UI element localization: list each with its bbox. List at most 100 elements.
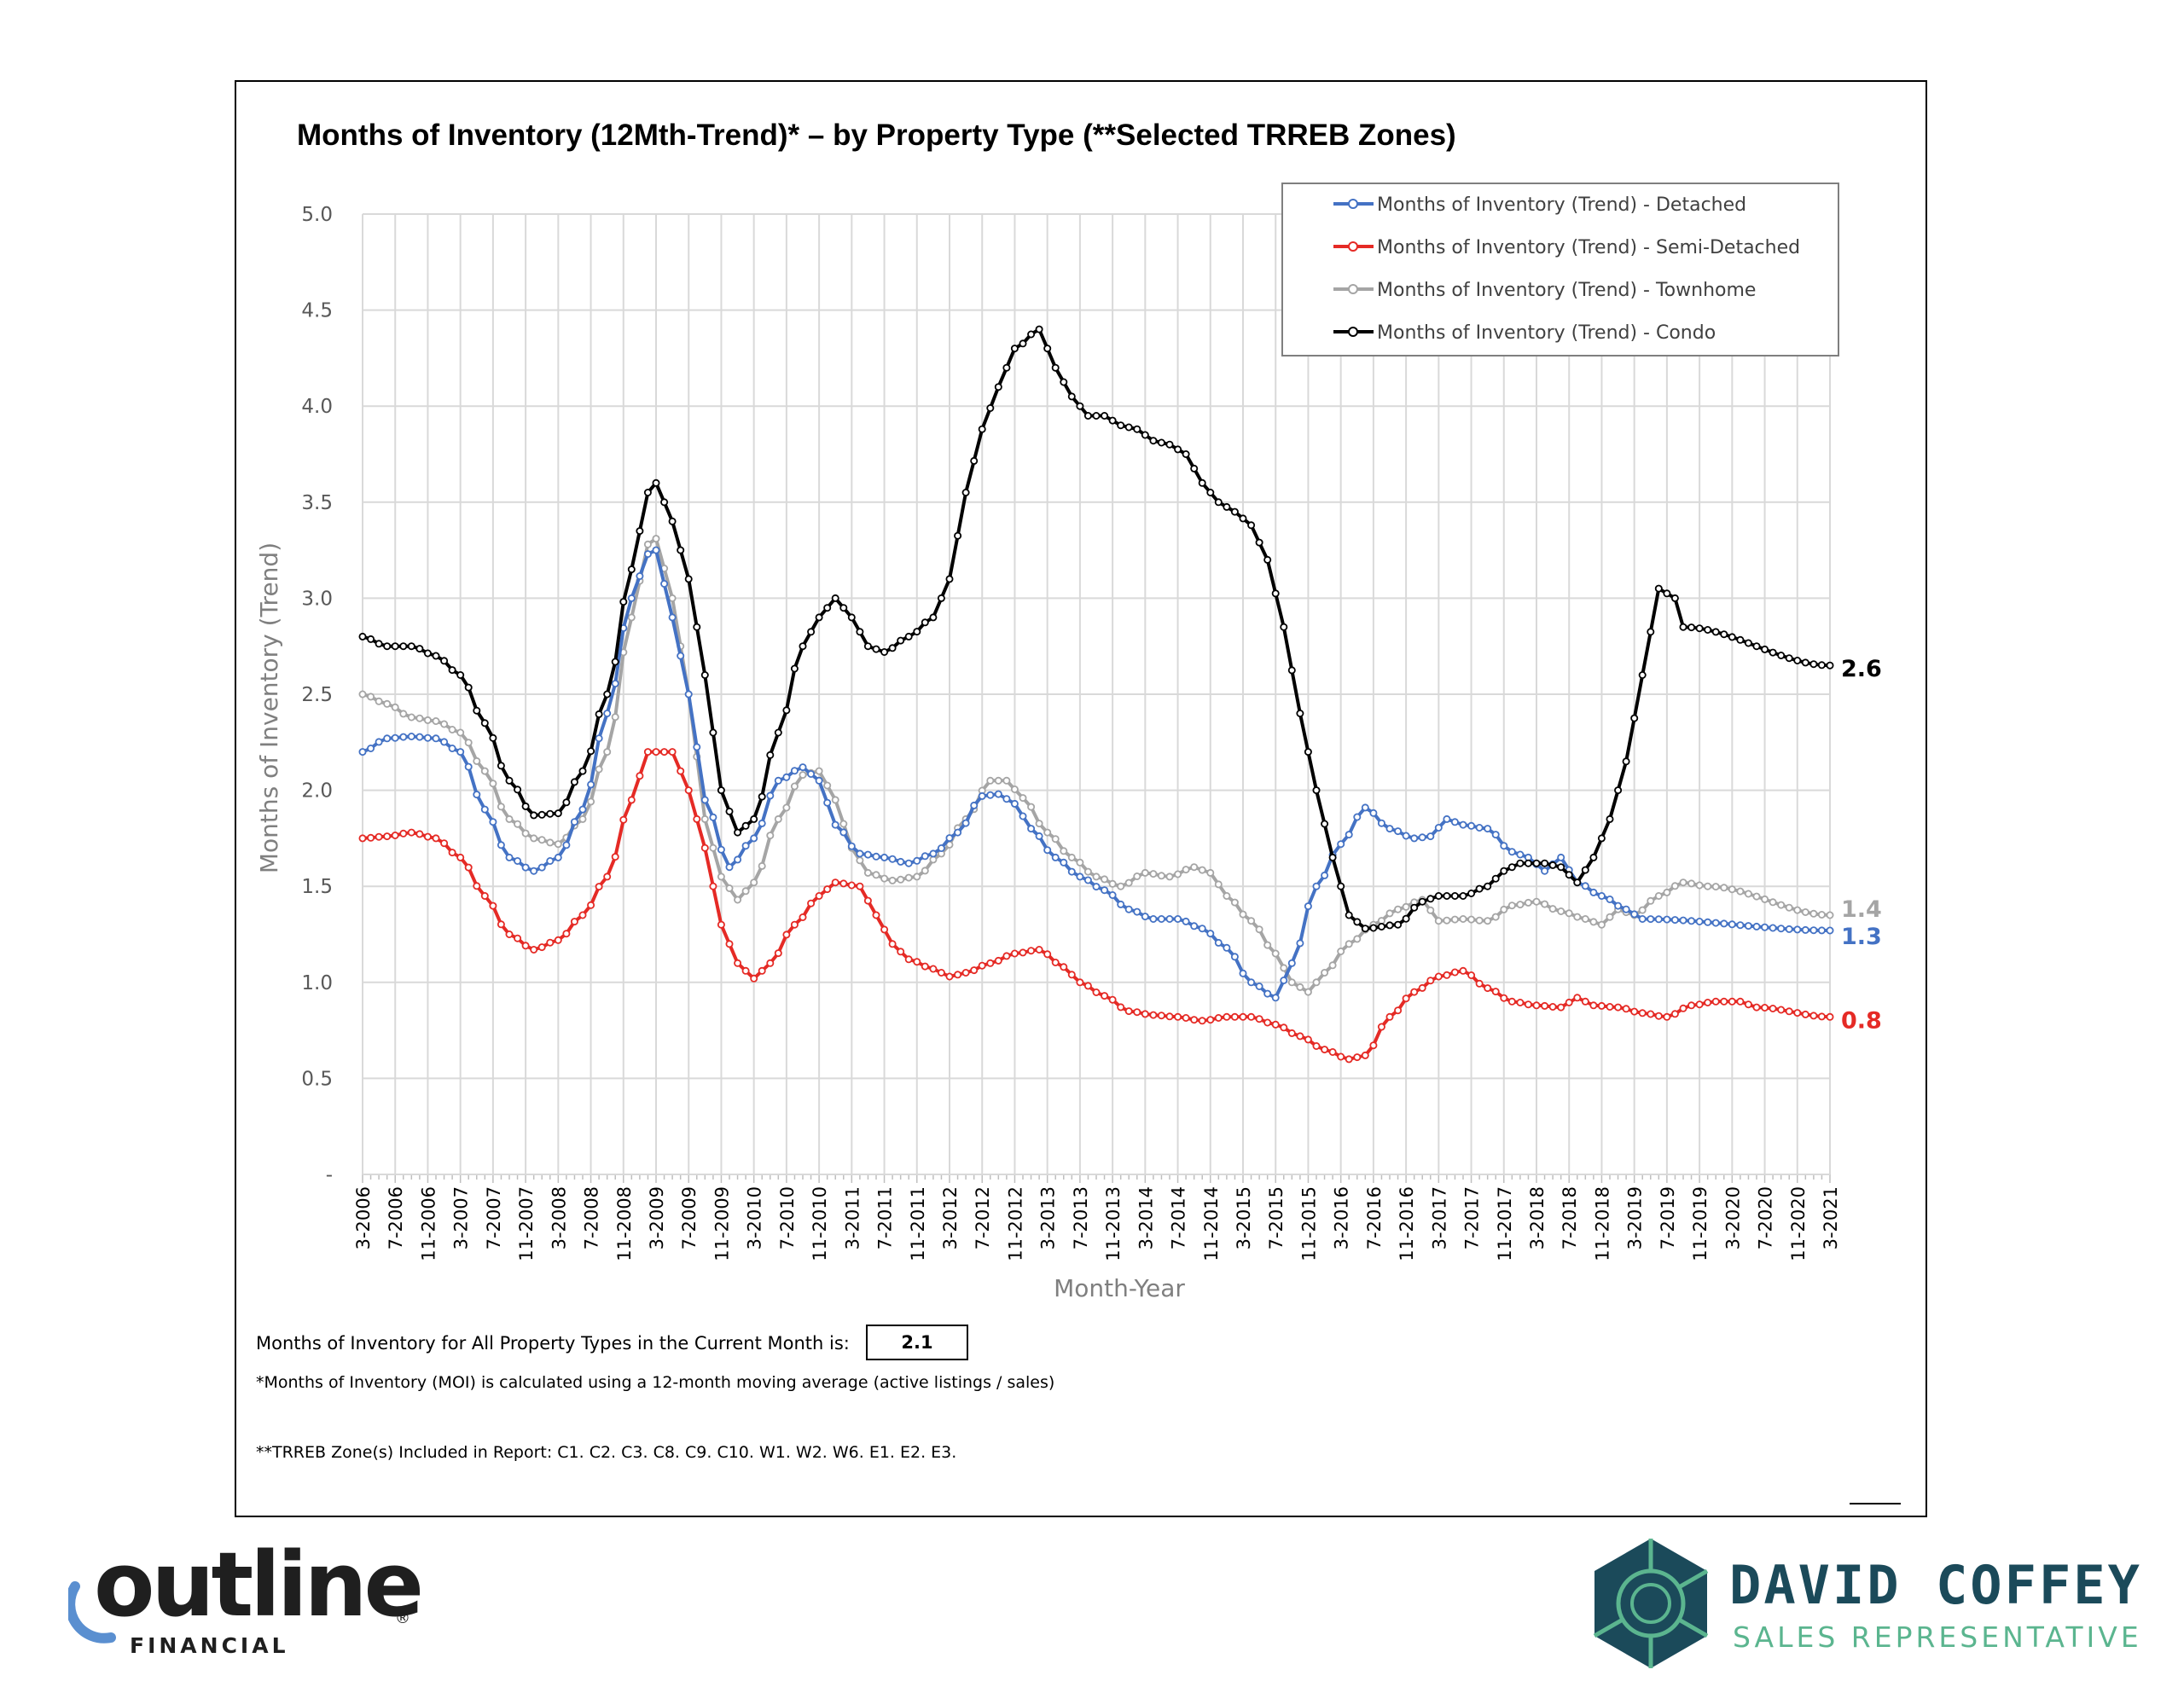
series-2 (358, 535, 1834, 996)
data-point (537, 943, 546, 952)
data-point (823, 604, 832, 612)
data-point (391, 703, 399, 711)
data-point (1410, 903, 1419, 912)
data-point (913, 872, 921, 881)
data-point (619, 598, 628, 606)
data-point (489, 733, 497, 742)
data-point (521, 863, 530, 872)
data-point (407, 713, 415, 722)
data-point (595, 710, 603, 718)
data-point (839, 604, 848, 612)
data-point (1010, 799, 1019, 808)
data-point (904, 955, 913, 964)
data-point (807, 628, 816, 636)
data-point (888, 855, 897, 863)
data-point (1361, 1051, 1369, 1059)
data-point (1589, 853, 1598, 861)
data-point (1247, 917, 1256, 925)
data-point (1280, 964, 1288, 972)
data-point (1337, 840, 1345, 849)
data-point (1345, 1055, 1353, 1064)
data-point (464, 762, 473, 771)
data-point (1450, 818, 1459, 826)
data-point (921, 618, 929, 627)
data-point (375, 738, 383, 746)
data-point (1744, 1000, 1752, 1009)
data-point (1377, 1023, 1385, 1031)
data-point (1141, 431, 1149, 439)
data-point (505, 815, 514, 823)
data-point (497, 920, 505, 929)
data-point (1067, 853, 1076, 861)
x-tick-label: 11-2020 (1788, 1186, 1809, 1261)
data-point (1704, 626, 1712, 635)
data-point (790, 664, 799, 673)
data-point (921, 852, 929, 861)
data-point (537, 810, 546, 819)
data-point (1777, 1006, 1786, 1014)
data-point (1695, 881, 1704, 890)
outline-swoosh-icon (68, 1581, 116, 1644)
data-point (1198, 866, 1206, 874)
data-point (750, 878, 758, 887)
data-point (1679, 916, 1687, 925)
data-point (1394, 1006, 1403, 1015)
data-point (1777, 652, 1786, 660)
data-point (741, 842, 750, 850)
data-point (1614, 1003, 1623, 1012)
data-point (1418, 833, 1426, 842)
data-point (1541, 867, 1549, 875)
data-point (774, 815, 782, 823)
data-point (1744, 922, 1752, 930)
data-point (407, 733, 415, 741)
data-point (774, 728, 782, 737)
end-label: 1.3 (1841, 924, 1882, 950)
data-point (603, 710, 612, 718)
data-point (1711, 883, 1720, 891)
data-point (1394, 905, 1403, 913)
x-tick-label: 11-2009 (712, 1186, 732, 1261)
data-point (497, 762, 505, 770)
data-point (1647, 896, 1655, 905)
data-point (1443, 815, 1451, 823)
data-point (1654, 584, 1663, 593)
x-tick-label: 11-2018 (1592, 1186, 1612, 1261)
series-0 (358, 546, 1834, 1002)
data-point (514, 820, 522, 828)
data-point (456, 728, 465, 737)
data-point (1019, 812, 1027, 820)
data-point (1157, 872, 1165, 880)
data-point (1223, 943, 1231, 952)
data-point (480, 719, 489, 728)
data-point (1385, 909, 1394, 918)
data-point (1304, 748, 1312, 757)
outline-financial-logo: outline ® FINANCIAL (68, 1533, 427, 1659)
data-point (1287, 978, 1296, 987)
data-point (514, 786, 522, 794)
data-point (986, 959, 995, 967)
data-point (505, 776, 514, 785)
data-point (367, 693, 375, 701)
data-point (480, 805, 489, 814)
data-point (1516, 901, 1525, 909)
data-point (961, 819, 970, 827)
x-tick-label: 7-2012 (973, 1186, 993, 1249)
data-point (1736, 921, 1745, 930)
data-point (652, 748, 660, 757)
data-point (1214, 938, 1223, 947)
data-point (1230, 953, 1239, 961)
data-point (1581, 866, 1589, 874)
data-point (1133, 872, 1141, 881)
data-point (1149, 870, 1158, 878)
data-point (1101, 992, 1109, 1000)
data-point (578, 805, 587, 814)
data-point (1467, 890, 1476, 898)
x-tick-label: 11-2014 (1201, 1186, 1222, 1261)
data-point (1434, 972, 1443, 981)
data-point (782, 706, 791, 715)
data-point (1524, 1000, 1532, 1009)
data-point (660, 580, 669, 588)
data-point (562, 930, 571, 938)
data-point (1402, 914, 1410, 923)
data-point (677, 652, 685, 660)
